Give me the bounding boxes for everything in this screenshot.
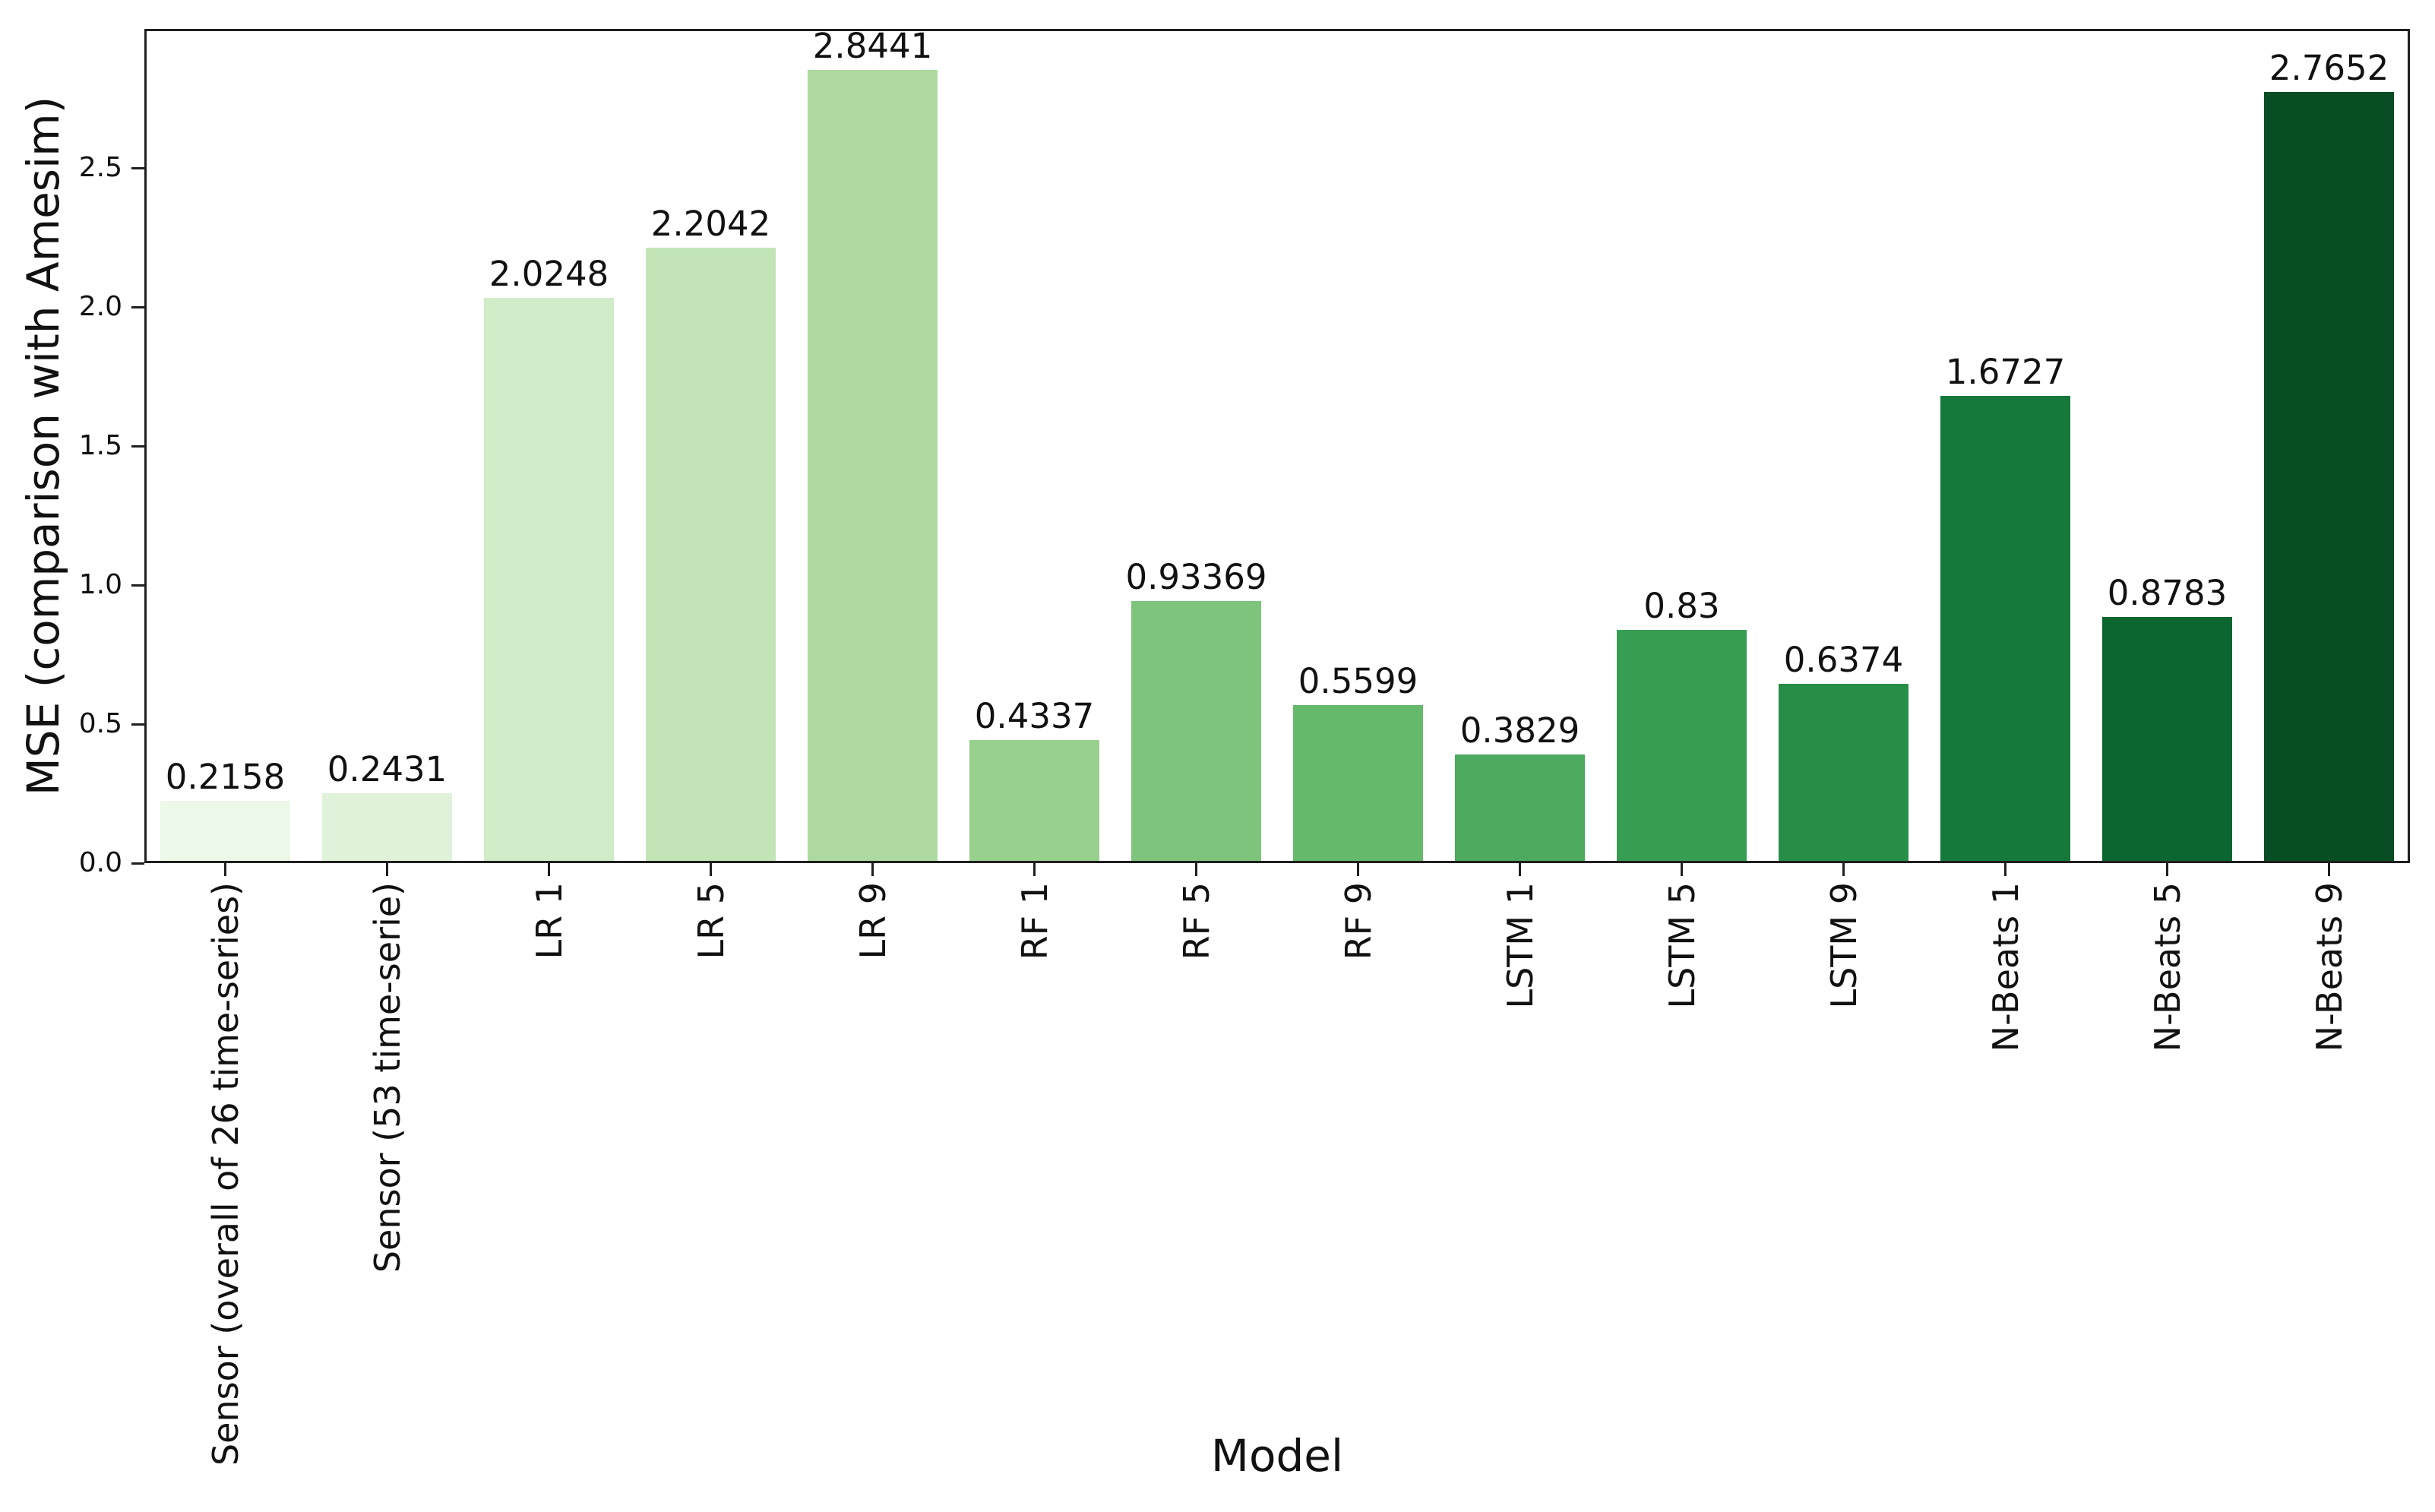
- x-tick-mark: [386, 863, 388, 876]
- x-tick-label: N-Beats 9: [2308, 882, 2350, 1052]
- bar-n-beats-5: [2102, 616, 2232, 861]
- bar-value-label: 2.2042: [650, 204, 771, 245]
- x-tick-label: RF 9: [1337, 882, 1379, 960]
- x-tick-label: RF 1: [1014, 882, 1055, 960]
- bar-value-label: 0.2431: [327, 749, 447, 790]
- bar-lr-1: [484, 297, 614, 861]
- bar-value-label: 0.5599: [1298, 661, 1418, 702]
- x-tick-label: Sensor (53 time-serie): [366, 882, 408, 1273]
- x-tick-label: LR 1: [528, 882, 570, 960]
- x-tick-mark: [224, 863, 226, 876]
- y-tick-mark: [131, 862, 144, 865]
- x-tick-mark: [2328, 863, 2330, 876]
- bar-value-label: 2.7652: [2269, 47, 2389, 88]
- x-tick-mark: [1033, 863, 1036, 876]
- bar-value-label: 0.3829: [1459, 710, 1580, 751]
- y-tick-label: 2.0: [78, 291, 122, 322]
- y-tick-mark: [131, 444, 144, 448]
- x-tick-mark: [1842, 863, 1845, 876]
- bar-sensor-overall-of-26-time-series: [160, 801, 290, 861]
- x-tick-label: RF 5: [1175, 882, 1217, 960]
- bar-n-beats-1: [1940, 395, 2070, 861]
- y-axis-label: MSE (comparison with Amesim): [17, 96, 69, 796]
- y-tick-mark: [131, 723, 144, 726]
- x-tick-label: N-Beats 5: [2146, 882, 2188, 1052]
- x-tick-mark: [2166, 863, 2168, 876]
- x-tick-mark: [710, 863, 712, 876]
- x-tick-mark: [871, 863, 874, 876]
- y-tick-label: 2.5: [78, 152, 122, 183]
- bar-value-label: 0.6374: [1783, 639, 1904, 680]
- x-tick-mark: [1357, 863, 1359, 876]
- y-tick-label: 1.0: [78, 569, 122, 600]
- bar-value-label: 0.93369: [1125, 557, 1267, 598]
- bar-rf-9: [1293, 705, 1423, 861]
- x-axis-label: Model: [1210, 1430, 1344, 1482]
- y-tick-mark: [131, 584, 144, 587]
- bar-n-beats-9: [2264, 91, 2394, 861]
- x-tick-mark: [2004, 863, 2007, 876]
- bar-rf-1: [969, 740, 1099, 861]
- bar-lstm-1: [1455, 754, 1585, 861]
- x-tick-mark: [548, 863, 550, 876]
- bar-value-label: 0.83: [1643, 586, 1720, 627]
- bar-lstm-5: [1617, 630, 1747, 861]
- y-tick-mark: [131, 166, 144, 169]
- bar-value-label: 0.8783: [2107, 572, 2228, 613]
- x-tick-label: LSTM 1: [1499, 882, 1541, 1009]
- y-tick-label: 1.5: [78, 430, 122, 461]
- x-tick-label: LR 9: [852, 882, 893, 960]
- bar-value-label: 1.6727: [1945, 351, 2066, 392]
- x-tick-label: Sensor (overall of 26 time-series): [204, 882, 246, 1466]
- y-tick-mark: [131, 305, 144, 308]
- x-tick-label: N-Beats 1: [1984, 882, 2026, 1052]
- x-tick-mark: [1681, 863, 1683, 876]
- bar-value-label: 2.8441: [812, 26, 933, 67]
- x-tick-mark: [1195, 863, 1197, 876]
- bar-value-label: 2.0248: [489, 253, 609, 294]
- bar-lr-5: [646, 248, 776, 861]
- bar-lr-9: [808, 70, 938, 861]
- x-tick-label: LSTM 9: [1823, 882, 1864, 1009]
- bar-value-label: 0.2158: [165, 757, 286, 798]
- bar-value-label: 0.4337: [974, 696, 1095, 737]
- bar-lstm-9: [1779, 683, 1908, 861]
- x-tick-label: LR 5: [690, 882, 732, 960]
- bar-rf-5: [1131, 601, 1261, 861]
- x-tick-mark: [1519, 863, 1521, 876]
- y-tick-label: 0.5: [78, 708, 122, 739]
- bar-sensor-53-time-serie: [322, 793, 452, 861]
- y-tick-label: 0.0: [78, 847, 122, 878]
- x-tick-label: LSTM 5: [1661, 882, 1703, 1009]
